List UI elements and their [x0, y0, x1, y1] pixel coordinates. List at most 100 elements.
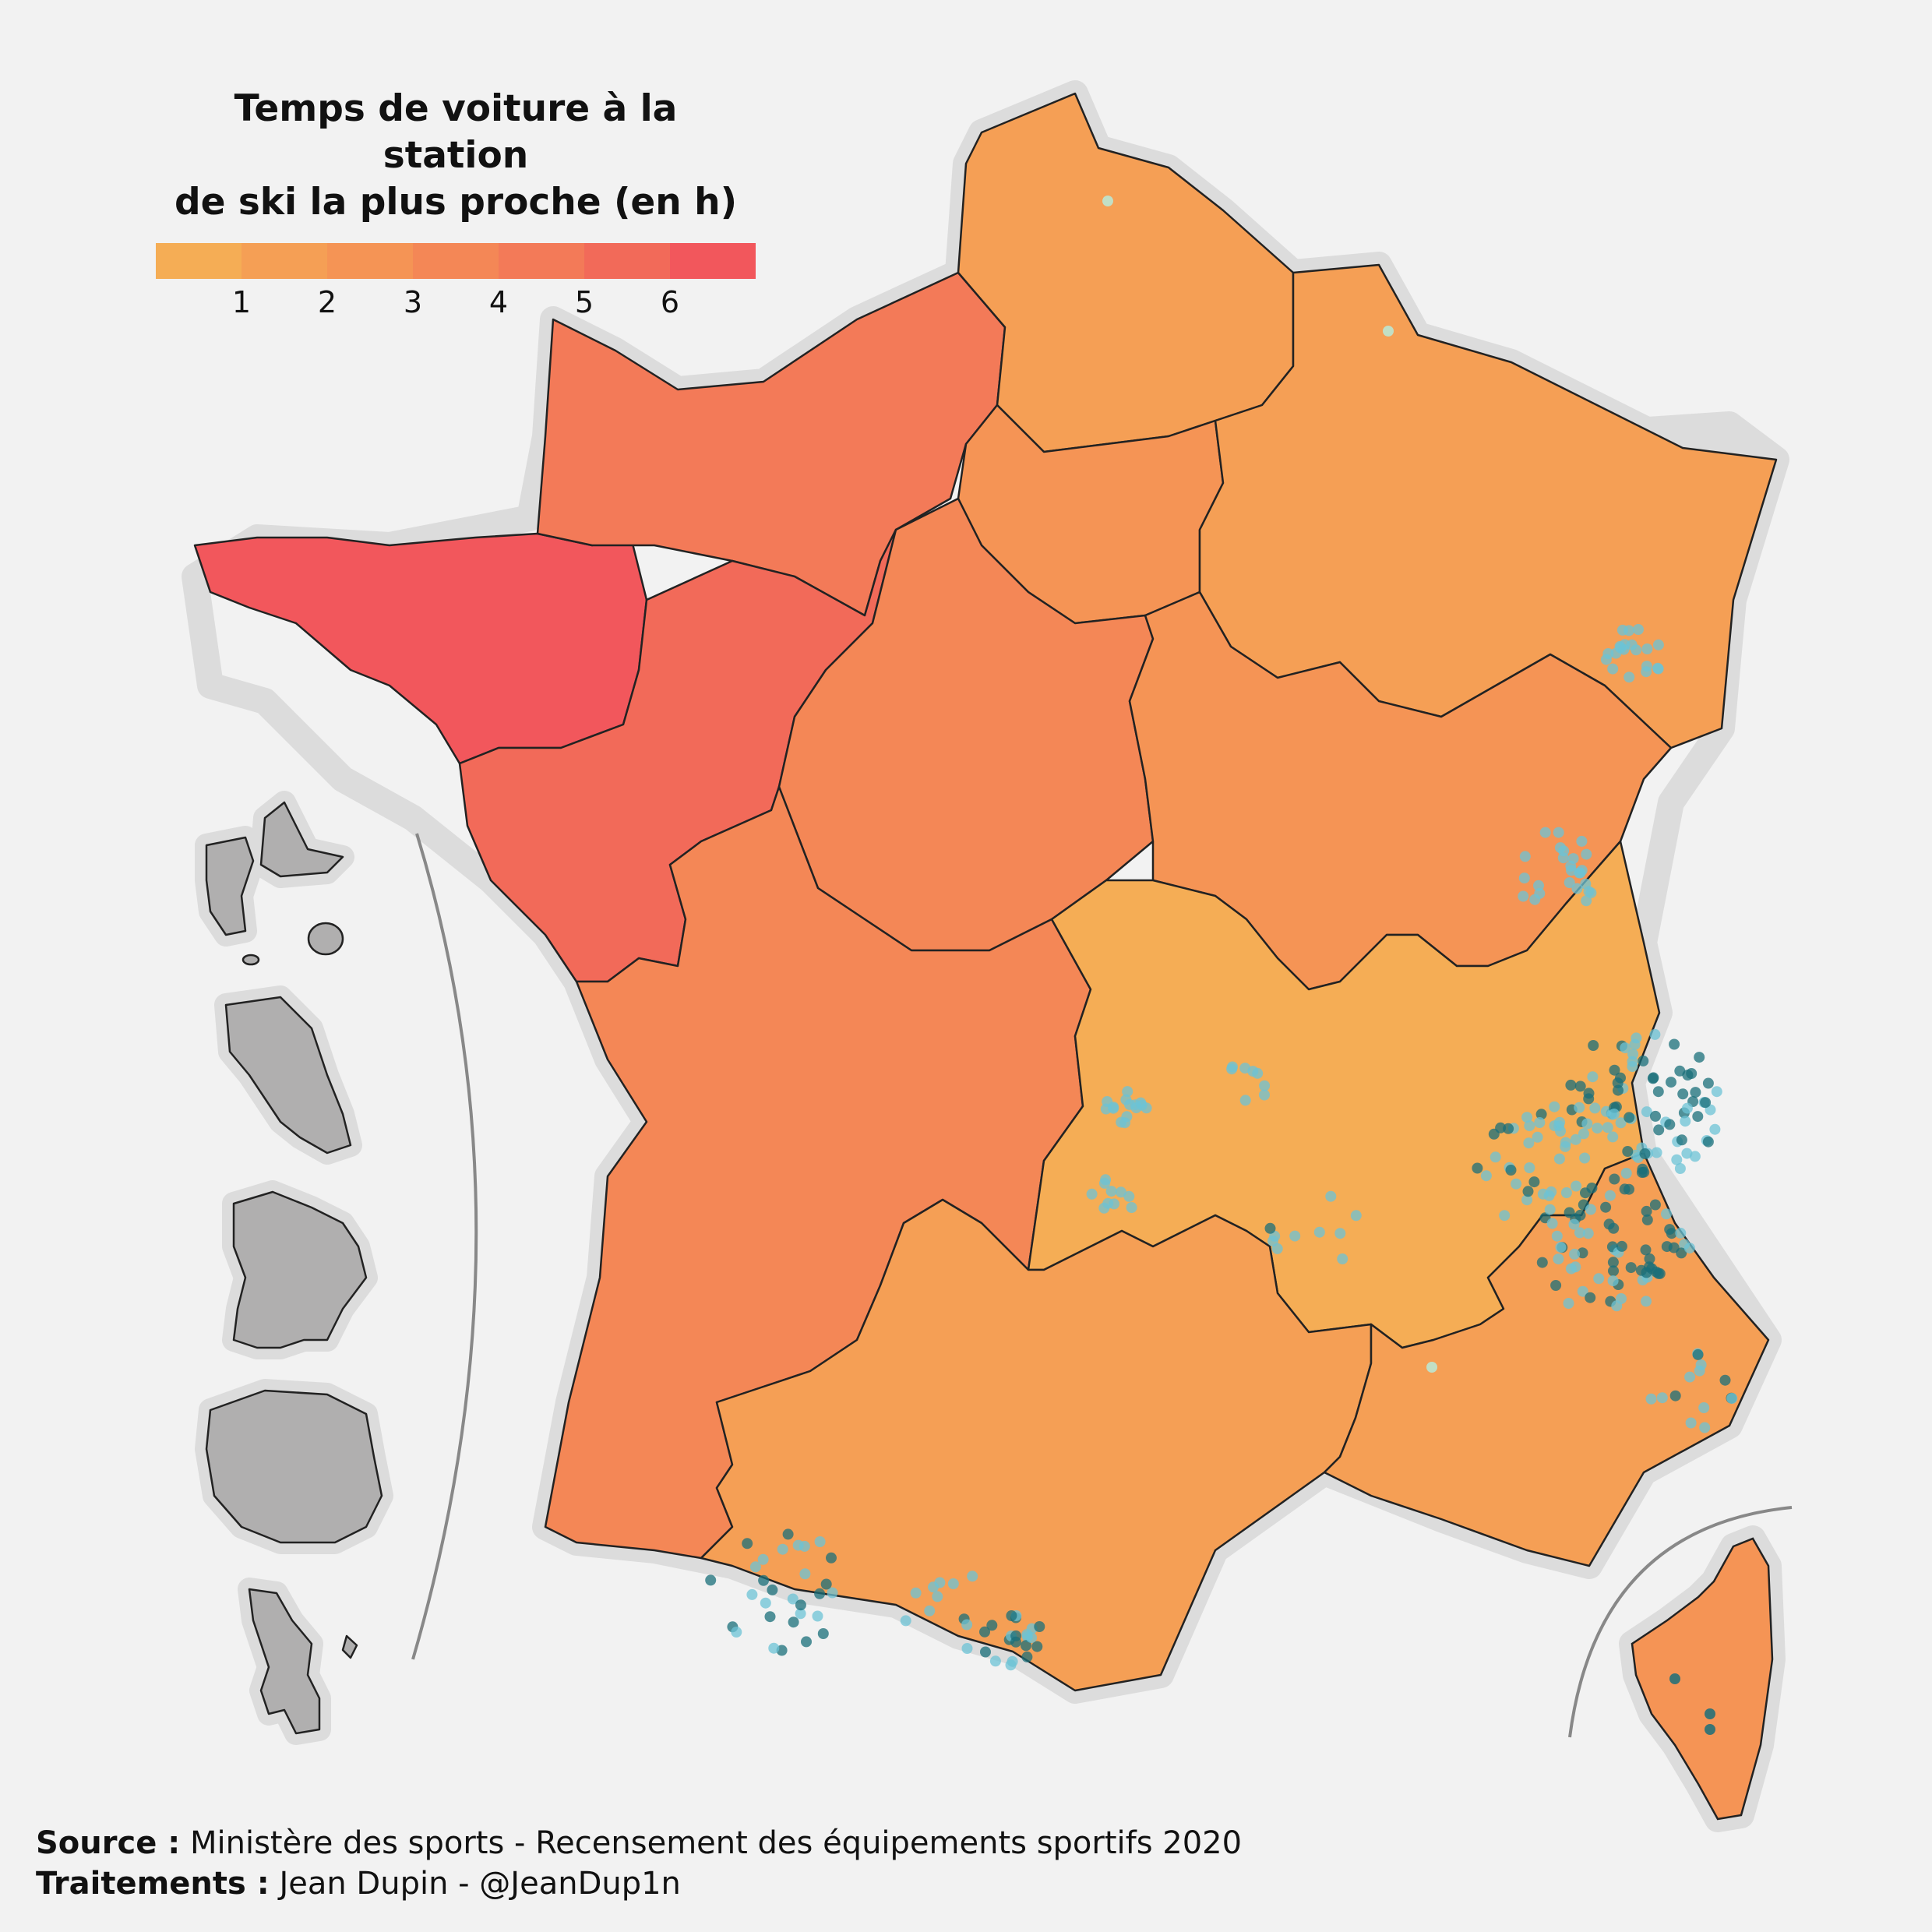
ski-station-dot — [961, 1619, 973, 1631]
ski-station-dot — [1641, 1106, 1652, 1118]
credits: Source : Ministère des sports - Recensem… — [36, 1823, 1242, 1904]
processing-text: Jean Dupin - @JeanDup1n — [279, 1866, 681, 1902]
ski-station-dot — [1604, 1190, 1616, 1201]
ski-station-dot — [1644, 1253, 1655, 1264]
ski-station-dot — [1645, 1393, 1657, 1405]
ski-station-dot — [1553, 1153, 1565, 1165]
ski-station-dot — [799, 1540, 810, 1552]
ski-station-dot — [1537, 1188, 1549, 1200]
region-occitanie — [700, 1198, 1373, 1692]
ski-station-dot — [928, 1581, 939, 1593]
ski-station-dot — [1619, 639, 1631, 650]
ski-station-dot — [1534, 1117, 1546, 1128]
ski-station-dot — [1652, 1267, 1664, 1279]
ski-station-dot — [924, 1605, 936, 1616]
ski-station-dot — [1505, 1165, 1517, 1176]
ski-station-dot — [1653, 1124, 1665, 1136]
legend-color-bar — [156, 243, 756, 279]
ski-station-dot — [1581, 895, 1592, 907]
ski-station-dot — [1472, 1162, 1483, 1174]
corsica — [1619, 1525, 1786, 1832]
ski-station-dot — [1702, 1077, 1714, 1089]
legend: Temps de voiture à la station de ski la … — [156, 86, 756, 324]
ski-station-dot — [768, 1642, 780, 1654]
ski-station-dot — [1585, 1292, 1596, 1303]
ski-station-dot — [1711, 1086, 1722, 1098]
region-corse — [1631, 1537, 1774, 1821]
ski-station-dot — [1574, 1209, 1586, 1221]
ski-station-dot — [1683, 1243, 1695, 1254]
ski-station-dot — [1325, 1190, 1337, 1202]
ski-station-dot — [1641, 1296, 1652, 1307]
ski-stations — [705, 196, 1738, 1735]
ski-station-dot — [1676, 1134, 1687, 1146]
ski-station-dot — [826, 1552, 837, 1564]
ski-station-dot — [1624, 625, 1634, 636]
ski-station-dot — [1692, 1349, 1704, 1360]
ski-station-dot — [1102, 196, 1113, 206]
ski-station-dot — [1699, 1422, 1711, 1433]
ski-station-dot — [1105, 1186, 1117, 1197]
ski-station-dot — [1650, 1110, 1661, 1122]
ski-station-dot — [1503, 1123, 1514, 1134]
ski-station-dot — [1669, 1673, 1680, 1684]
ski-station-dot — [1555, 1126, 1566, 1137]
ski-station-dot — [1586, 1183, 1598, 1193]
ski-station-dot — [817, 1628, 829, 1639]
legend-swatch — [670, 243, 756, 279]
ski-station-dot — [1581, 848, 1592, 860]
ski-station-dot — [1523, 1137, 1535, 1149]
ski-station-dot — [1664, 1119, 1676, 1130]
ski-station-dot — [1615, 1072, 1626, 1084]
ski-station-dot — [1511, 1178, 1522, 1190]
ski-station-dot — [1115, 1186, 1126, 1198]
ski-station-dot — [1676, 1247, 1687, 1259]
martinique — [214, 985, 362, 1165]
ski-station-dot — [1521, 1194, 1533, 1206]
ski-station-dot — [1571, 883, 1583, 894]
source-text: Ministère des sports - Recensement des é… — [189, 1825, 1243, 1861]
ski-station-dot — [1615, 1117, 1627, 1129]
ski-station-dot — [1698, 1402, 1710, 1413]
ski-station-dot — [1490, 1151, 1501, 1163]
ski-station-dot — [1705, 1708, 1715, 1719]
ski-station-dot — [1480, 1170, 1492, 1182]
ski-station-dot — [1588, 1040, 1599, 1051]
ski-station-dot — [1577, 1285, 1588, 1297]
ski-station-dot — [1692, 1111, 1704, 1123]
ski-station-dot — [1571, 1180, 1582, 1192]
source-label: Source : — [36, 1825, 181, 1861]
ski-station-dot — [1034, 1621, 1045, 1632]
ski-station-dot — [1641, 643, 1653, 654]
ski-station-dot — [1226, 1063, 1238, 1075]
legend-tick-label: 1 — [231, 285, 252, 319]
ski-station-dot — [777, 1543, 788, 1555]
ski-station-dot — [1677, 1088, 1689, 1100]
mayotte — [238, 1578, 358, 1745]
ski-station-dot — [1585, 887, 1597, 899]
legend-title: Temps de voiture à la station de ski la … — [156, 86, 756, 226]
guadeloupe — [195, 791, 354, 966]
ski-station-dot — [1119, 1117, 1130, 1129]
ski-station-dot — [1633, 624, 1644, 635]
ski-station-dot — [1565, 1079, 1577, 1091]
ski-station-dot — [1524, 1120, 1535, 1132]
ski-station-dot — [1709, 1123, 1721, 1135]
ski-station-dot — [1656, 1392, 1668, 1404]
ski-station-dot — [801, 1636, 812, 1648]
ski-station-dot — [979, 1626, 990, 1638]
ski-station-dot — [1661, 1208, 1672, 1220]
ski-station-dot — [788, 1616, 799, 1628]
ski-station-dot — [1239, 1095, 1251, 1106]
ski-station-dot — [1521, 1112, 1533, 1123]
ski-station-dot — [1567, 853, 1579, 865]
ski-station-dot — [1549, 1101, 1560, 1112]
ski-station-dot — [1616, 1240, 1627, 1252]
ski-station-dot — [1136, 1099, 1148, 1111]
legend-title-line2: de ski la plus proche (en h) — [174, 181, 738, 224]
ski-station-dot — [1426, 1362, 1437, 1373]
legend-tick-label: 4 — [488, 285, 509, 319]
region-bretagne — [193, 532, 648, 765]
ski-station-dot — [1635, 1264, 1647, 1276]
ski-station-dot — [1669, 1038, 1680, 1050]
